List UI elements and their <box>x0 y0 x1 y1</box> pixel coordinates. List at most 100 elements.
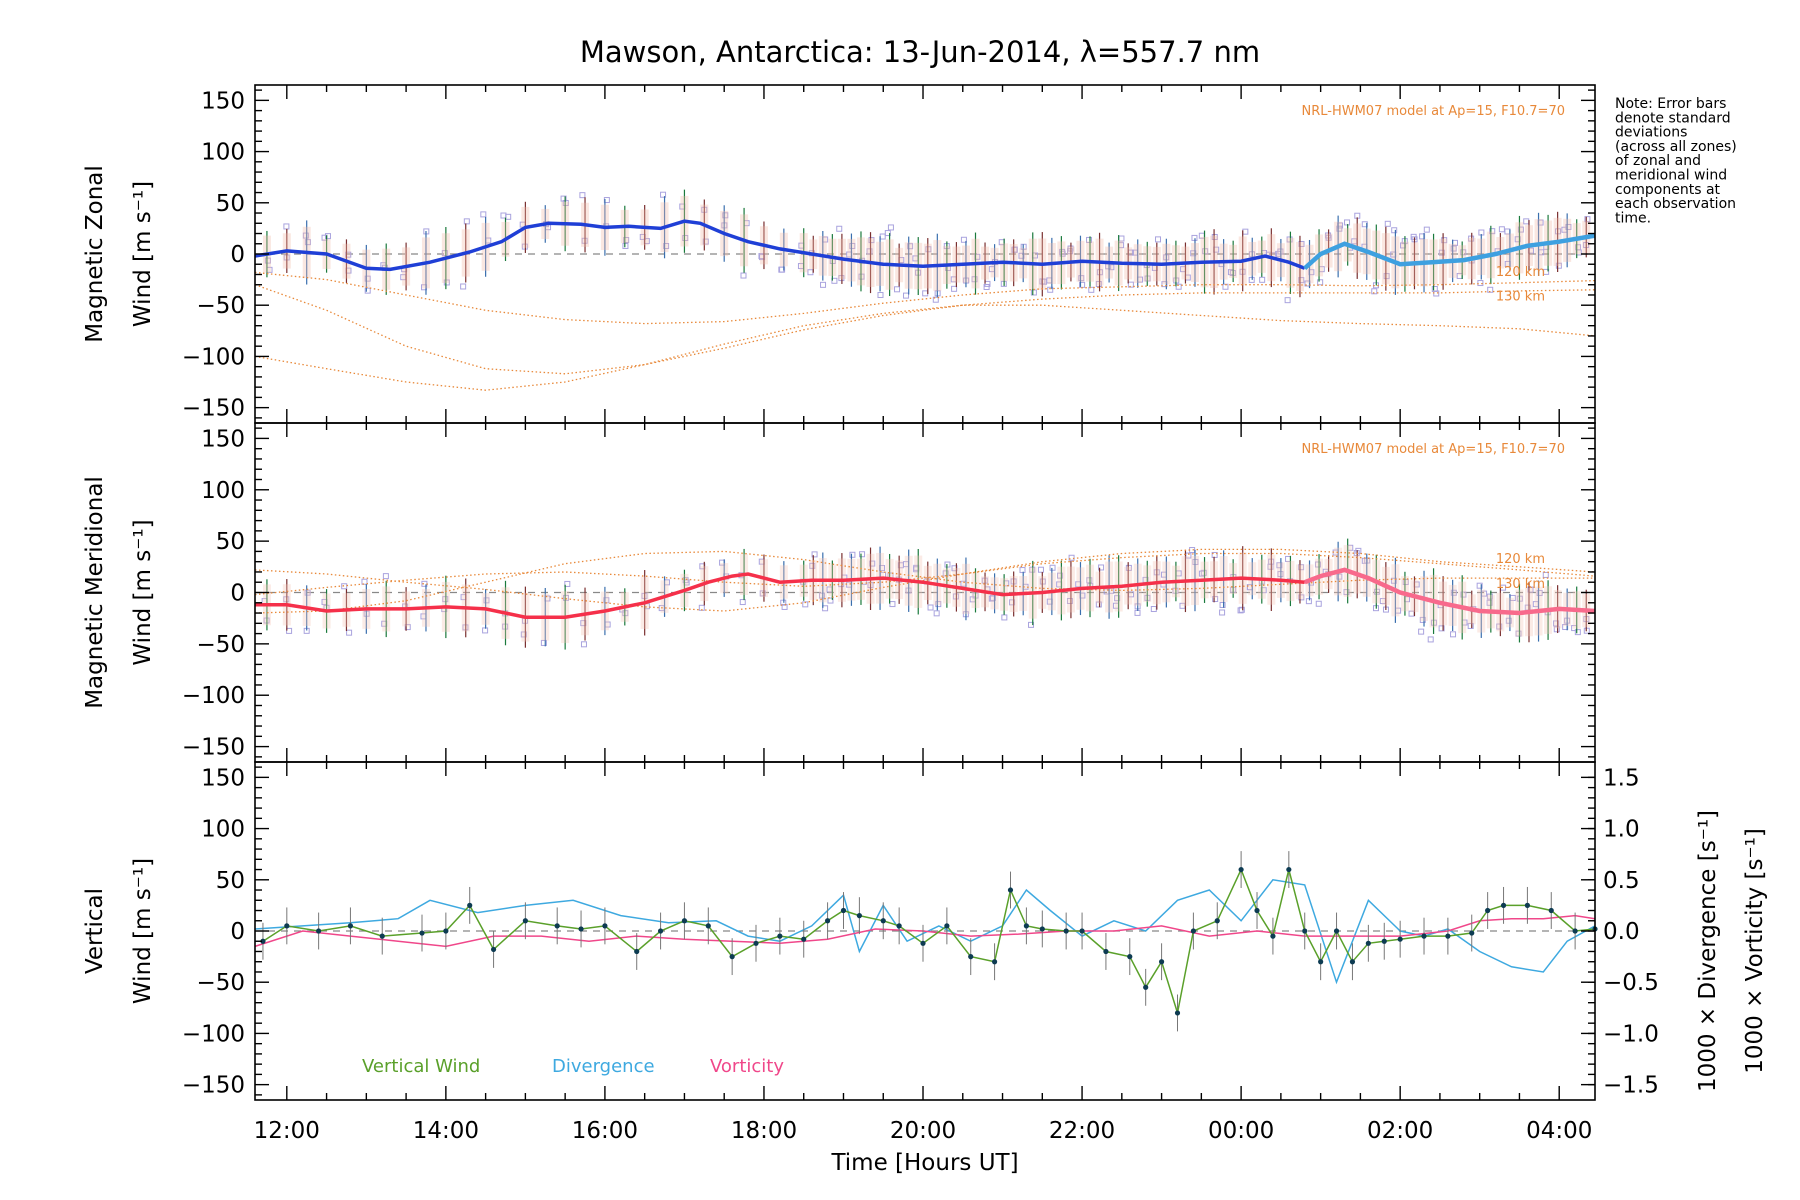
y-tick-label: 0 <box>230 581 245 607</box>
y-tick-label: −50 <box>196 632 245 658</box>
y-axis-label: Magnetic Zonal <box>82 165 108 343</box>
model-label: NRL-HWM07 model at Ap=15, F10.7=70 <box>1302 104 1566 119</box>
zone-point <box>989 594 996 601</box>
vertical-wind-point <box>1190 928 1196 934</box>
vertical-wind-point <box>681 918 688 924</box>
zone-point <box>1336 225 1343 232</box>
x-tick-label: 22:00 <box>1049 1118 1115 1144</box>
vertical-wind-point <box>1421 933 1427 939</box>
x-tick-label: 14:00 <box>413 1118 479 1144</box>
zone-point <box>836 225 843 232</box>
vertical-wind-point <box>1127 954 1133 960</box>
zone-point <box>1553 620 1560 627</box>
zone-point <box>1450 589 1457 596</box>
zone-point <box>1314 561 1321 568</box>
y2-tick-label: 1.5 <box>1603 765 1640 791</box>
zone-point <box>1298 564 1305 571</box>
divergence-axis-label: 1000 × Divergence [s⁻¹] <box>1695 810 1721 1092</box>
vertical-wind-panel: Vertical Wind [m s⁻¹] −1.5 −1.0 −0.5 0.0 0.5 1.… <box>82 761 1768 1101</box>
zone-point <box>818 592 825 599</box>
y-axis-label: Wind [m s⁻¹] <box>130 519 156 665</box>
zone-point <box>1402 579 1409 586</box>
zone-point <box>781 603 788 610</box>
zone-point <box>1127 281 1134 288</box>
vertical-wind-point <box>1174 1010 1181 1016</box>
zone-point <box>1259 276 1266 283</box>
zone-point <box>1088 286 1095 293</box>
legend-entry: Vertical Wind <box>362 1056 480 1077</box>
vertical-wind-point <box>1500 902 1507 908</box>
zone-point <box>759 590 766 597</box>
note-line: time. <box>1615 210 1651 226</box>
zone-point <box>1212 596 1219 603</box>
zone-point <box>1305 598 1312 605</box>
zone-point <box>1219 602 1226 609</box>
vertical-wind-point <box>657 928 664 934</box>
note-line: (across all zones) <box>1615 139 1737 155</box>
vertical-wind-point <box>1469 930 1475 936</box>
y-tick-label: 150 <box>201 426 245 452</box>
vertical-wind-point <box>419 930 425 936</box>
zone-point <box>1555 262 1562 269</box>
zone-point <box>404 624 411 631</box>
zone-point <box>811 551 818 558</box>
note-line: each observation <box>1615 196 1736 212</box>
zone-point <box>1486 599 1493 606</box>
vertical-wind-point <box>1023 923 1029 929</box>
zone-point <box>443 279 450 286</box>
model-curve <box>254 284 1596 375</box>
zone-point <box>1095 601 1102 608</box>
model-level-label: 130 km <box>1496 289 1545 304</box>
zone-point <box>663 243 670 250</box>
zone-point <box>564 580 571 587</box>
zone-point <box>702 238 709 245</box>
y-axis-label: Magnetic Meridional <box>82 476 108 709</box>
y2-tick-label: −0.5 <box>1603 970 1659 996</box>
vertical-wind-point <box>1397 936 1403 942</box>
zone-point <box>1504 228 1511 235</box>
zone-point <box>1284 297 1291 304</box>
legend-entry: Vorticity <box>710 1056 784 1077</box>
zone-point <box>1317 279 1324 286</box>
zone-point <box>1542 571 1549 578</box>
vertical-wind-point <box>316 928 322 934</box>
vertical-wind-point <box>1103 948 1109 955</box>
zone-point <box>849 551 856 558</box>
zone-point <box>907 243 914 250</box>
zone-point <box>1419 616 1426 623</box>
zone-point <box>1515 630 1522 637</box>
zone-point <box>441 250 448 257</box>
zone-point <box>682 235 689 242</box>
zone-point <box>1400 242 1407 249</box>
zone-point <box>1114 595 1121 602</box>
zone-point <box>868 237 875 244</box>
vertical-wind-point <box>824 918 831 924</box>
x-tick-label: 20:00 <box>890 1118 956 1144</box>
zone-point <box>580 620 587 627</box>
zone-point <box>483 597 490 604</box>
y-tick-label: −50 <box>196 970 245 996</box>
zone-point <box>304 589 311 596</box>
zone-point <box>1047 286 1054 293</box>
zone-point <box>740 272 747 279</box>
zone-point <box>974 253 981 260</box>
zonal-wind-panel: Magnetic Zonal Wind [m s⁻¹] NRL-HWM07 mode… <box>82 84 1596 424</box>
vertical-wind-point <box>880 918 886 924</box>
x-tick-label: 18:00 <box>731 1118 797 1144</box>
zone-point <box>1298 240 1305 247</box>
vertical-wind-point <box>1349 959 1356 965</box>
vertical-wind-point <box>1214 918 1220 924</box>
zone-point <box>1574 629 1581 636</box>
zone-point <box>1308 269 1315 276</box>
vertical-wind-point <box>347 923 354 929</box>
zone-point <box>779 266 786 273</box>
vertical-wind-point <box>1333 928 1340 934</box>
meridional-wind-line <box>255 572 1305 619</box>
y-axis-label: Wind [m s⁻¹] <box>130 181 156 327</box>
zone-point <box>877 292 884 299</box>
vertical-wind-point <box>1063 928 1069 934</box>
zone-point <box>951 285 958 292</box>
zone-point <box>460 283 467 290</box>
vertical-wind-point <box>777 933 783 939</box>
